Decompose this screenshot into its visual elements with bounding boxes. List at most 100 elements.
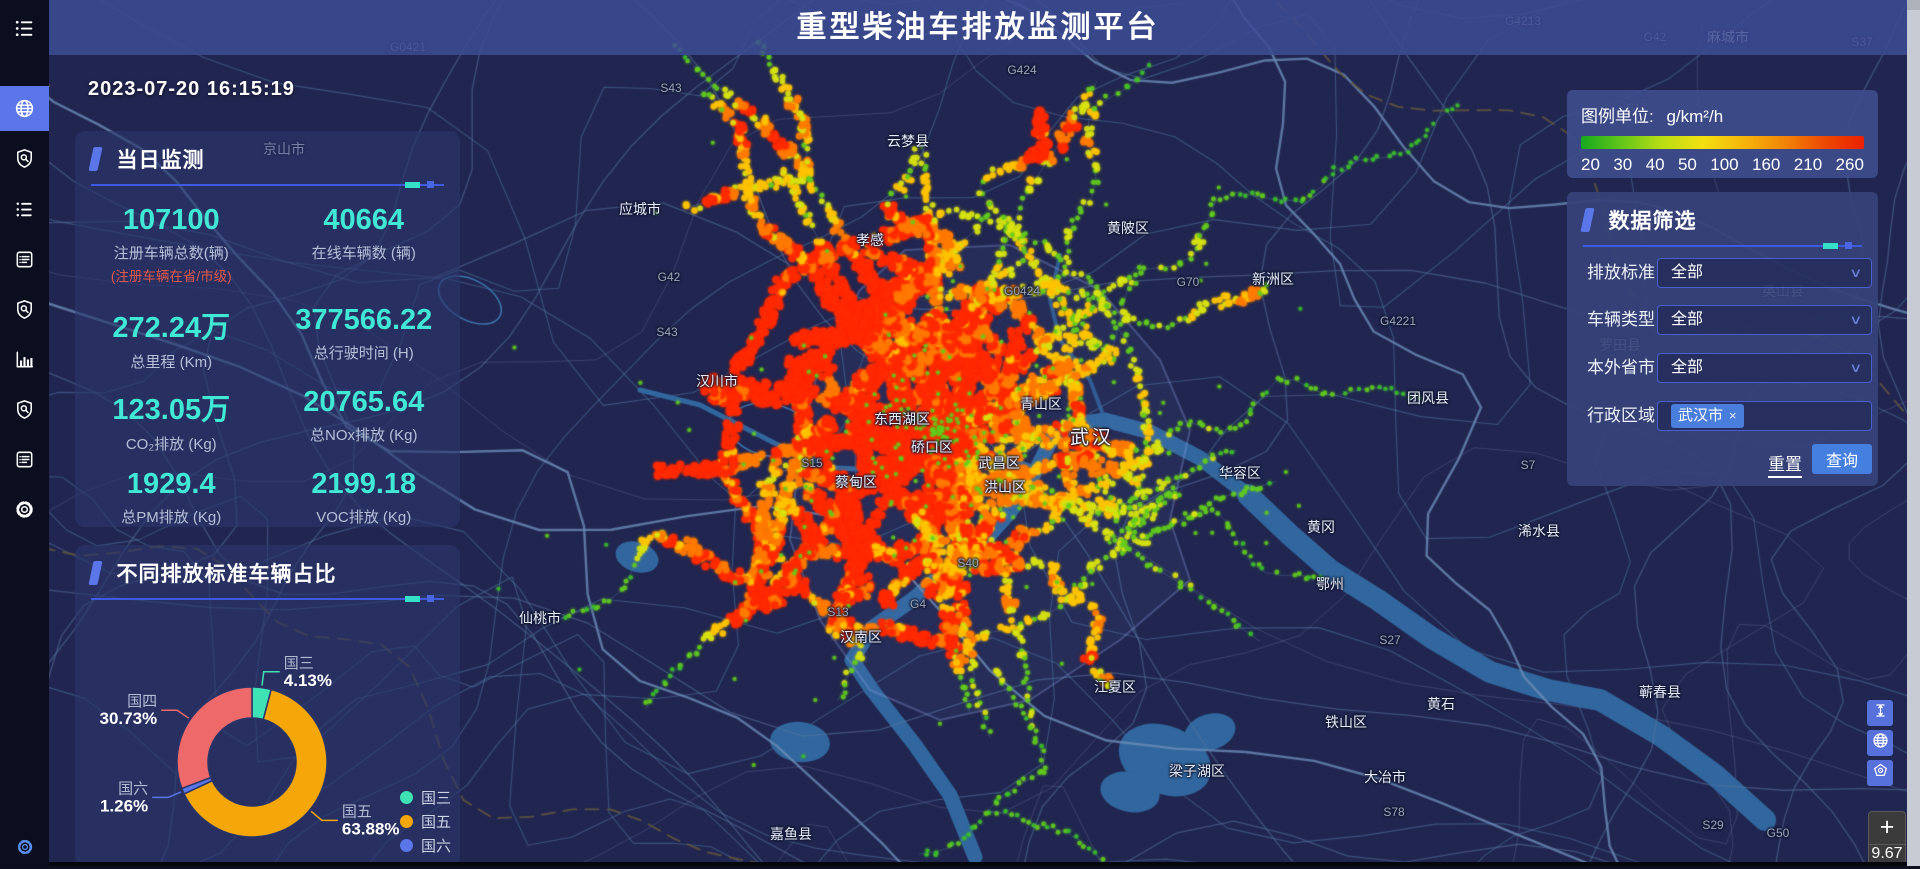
map-tool-globe-button[interactable] [1867,730,1893,756]
stat-item-3: 377566.22 总行驶时间 (H) [268,296,461,378]
header-accent-bar [88,561,103,585]
heat-legend-ticks: 20 30 40 50 100 160 210 260 [1581,155,1864,175]
page-title: 重型柴油车排放监测平台 [796,11,1160,44]
menu-button[interactable] [0,6,49,51]
heat-gradient-bar [1581,136,1864,149]
donut-legend-item-国三[interactable]: 国三 [400,785,451,809]
sidebar-item-list-2[interactable] [0,187,49,232]
filter-panel-header: 数据筛选 [1567,192,1878,249]
gear-icon [15,837,35,857]
stat-item-6: 1929.4 总PM排放 (Kg) [75,460,268,527]
daily-panel-header: 当日监测 [75,131,460,188]
stat-label: 在线车辆数 (辆) [311,245,416,262]
heat-tick: 40 [1645,155,1665,174]
filter-row: 车辆类型 全部 ∨ [1567,305,1878,335]
stat-label: 注册车辆总数(辆) [113,245,229,262]
stat-label: 总里程 (Km) [130,354,213,371]
heat-tick: 100 [1710,155,1739,174]
header-underline [91,595,444,602]
heat-legend-label: 图例单位: [1581,107,1654,126]
sidebar-item-doc-list-3[interactable] [0,237,49,282]
stat-value: 20765.64 [303,386,425,418]
data-filter-panel: 数据筛选 排放标准 全部 ∨ 车辆类型 全部 ∨ 本外省市 全部 ∨ 行政区域 武汉市 × 重置 查询 [1567,192,1878,486]
donut-legend: 国三国五国六国四 [400,785,451,866]
filter-select-车辆类型[interactable]: 全部 ∨ [1657,305,1872,335]
donut-label-name: 国六 [118,780,148,797]
stat-label: 总NOx排放 (Kg) [309,427,418,444]
donut-label-pct: 1.26% [100,796,148,815]
region-tag[interactable]: 武汉市 × [1671,404,1744,428]
heat-tick: 210 [1793,155,1823,174]
heat-tick: 30 [1613,155,1633,174]
header-accent-bar [1580,208,1595,232]
chevron-down-icon: ∨ [1849,360,1863,375]
stat-label: CO₂排放 (Kg) [125,436,217,453]
donut-label-name: 国三 [284,655,314,672]
sidebar-item-globe-0[interactable] [0,86,49,131]
sidebar-item-shield-search-1[interactable] [0,136,49,181]
shield-search-icon [13,147,36,170]
filter-select-本外省市[interactable]: 全部 ∨ [1657,353,1872,383]
stat-label: 总PM排放 (Kg) [121,509,222,526]
filter-row: 排放标准 全部 ∨ [1567,258,1878,288]
map-tool-measure-button[interactable] [1867,700,1893,726]
emission-standard-panel: 不同排放标准车辆占比 国三 4.13% 国五 63.88% 国六 1.26% 国四 30.73… [75,545,460,866]
filter-label: 本外省市 [1587,358,1655,377]
header-underline [1583,242,1862,249]
list-icon [13,198,36,221]
sidebar-item-bar-chart-5[interactable] [0,337,49,382]
stat-value: 123.05万 [112,394,231,426]
donut-label-name: 国五 [342,803,372,820]
globe-icon [13,97,36,120]
map-tool-pentagon-button[interactable] [1867,760,1893,786]
app-header: 重型柴油车排放监测平台 [49,0,1907,55]
stat-value: 377566.22 [295,304,433,336]
sidebar-item-shield-search-4[interactable] [0,287,49,332]
donut-slice-国五[interactable] [183,688,328,838]
heat-tick: 260 [1835,155,1864,174]
filter-label: 车辆类型 [1587,310,1655,329]
donut-label-pct: 4.13% [284,671,332,690]
sidebar-item-gear-8[interactable] [0,487,49,532]
stat-value: 107100 [122,204,220,236]
filter-select-排放标准[interactable]: 全部 ∨ [1657,258,1872,288]
chevron-down-icon: ∨ [1849,265,1863,280]
chevron-down-icon: ∨ [1849,312,1863,327]
filter-panel-title: 数据筛选 [1608,210,1697,233]
heat-legend-panel: 图例单位: g/km²/h 20 30 40 50 100 160 210 260 [1567,90,1878,178]
filter-tags-行政区域[interactable]: 武汉市 × [1657,401,1872,431]
zoom-in-button[interactable]: + [1868,811,1906,845]
scrollbar[interactable] [1907,0,1920,866]
donut-legend-item-国六[interactable]: 国六 [400,833,451,857]
stat-note: (注册车辆在省/市级) [110,269,232,284]
donut-slice-国四[interactable] [176,686,253,790]
measure-icon [1871,701,1890,725]
gear-icon [13,498,36,521]
sidebar [0,0,49,866]
daily-monitor-panel: 当日监测 107100 注册车辆总数(辆) (注册车辆在省/市级) 40664 在线车辆… [75,131,460,527]
reset-button[interactable]: 重置 [1768,450,1802,478]
map-tool-buttons [1867,700,1893,790]
menu-icon [12,16,37,41]
filter-label: 排放标准 [1587,263,1655,282]
donut-legend-item-国五[interactable]: 国五 [400,809,451,833]
donut-label-pct: 63.88% [342,819,400,838]
globe-icon [1871,731,1890,755]
stat-value: 40664 [323,204,405,236]
query-button[interactable]: 查询 [1812,444,1872,474]
tag-remove-icon[interactable]: × [1729,408,1737,423]
sidebar-item-shield-search-6[interactable] [0,387,49,432]
sidebar-settings-button[interactable] [0,824,49,869]
filter-label: 行政区域 [1587,406,1655,425]
stat-item-5: 20765.64 总NOx排放 (Kg) [268,378,461,460]
stat-item-2: 272.24万 总里程 (Km) [75,296,268,378]
heat-tick: 160 [1752,155,1781,174]
donut-panel-title: 不同排放标准车辆占比 [116,563,337,586]
doc-list-icon [13,448,36,471]
sidebar-item-doc-list-7[interactable] [0,437,49,482]
datetime-display: 2023-07-20 16:15:19 [88,78,295,100]
doc-list-icon [13,248,36,271]
stat-label: VOC排放 (Kg) [316,509,412,526]
stat-item-1: 40664 在线车辆数 (辆) [268,196,461,296]
